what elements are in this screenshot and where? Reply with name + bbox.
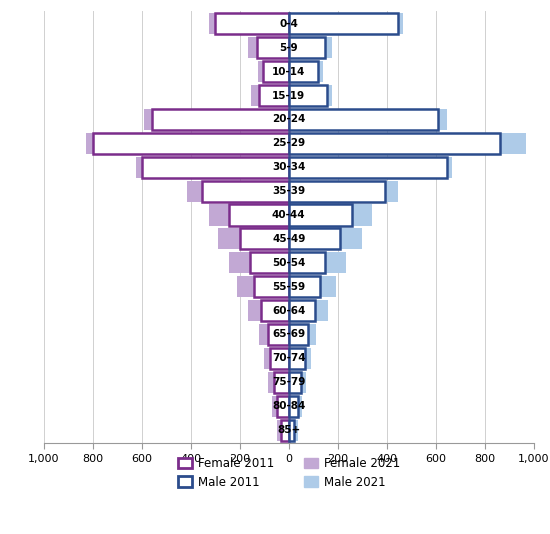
Text: 60-64: 60-64 (272, 305, 305, 316)
Text: 45-49: 45-49 (272, 234, 305, 244)
Text: 85+: 85+ (277, 425, 300, 435)
Bar (250, 252, 289, 273)
Bar (289, 252, 325, 273)
Bar (136, 156, 289, 178)
Text: 25-29: 25-29 (272, 138, 305, 148)
Bar (289, 396, 302, 417)
Bar (209, 13, 289, 34)
Bar (289, 396, 298, 417)
Bar (272, 396, 289, 417)
Text: 35-39: 35-39 (272, 186, 305, 196)
Bar (289, 420, 298, 441)
Bar (289, 85, 332, 106)
Text: 75-79: 75-79 (272, 378, 305, 387)
Bar (289, 133, 500, 154)
Text: 50-54: 50-54 (272, 258, 305, 268)
Text: 10-14: 10-14 (272, 67, 305, 76)
Text: 70-74: 70-74 (272, 354, 306, 363)
Bar (229, 252, 289, 273)
Bar (289, 420, 294, 441)
Bar (289, 276, 320, 297)
Bar (289, 205, 372, 225)
Bar (289, 37, 325, 58)
Text: 55-59: 55-59 (272, 282, 305, 292)
Bar (215, 13, 289, 34)
Bar (289, 61, 322, 82)
Bar (289, 300, 315, 321)
Bar (289, 324, 309, 345)
Bar (271, 348, 289, 369)
Bar (229, 205, 289, 225)
Bar (86, 133, 289, 154)
Bar (187, 180, 289, 202)
Bar (260, 324, 289, 345)
Bar (263, 61, 289, 82)
Bar (268, 372, 289, 393)
Bar (238, 276, 289, 297)
Text: 40-44: 40-44 (272, 210, 306, 220)
Bar (202, 180, 289, 202)
Bar (289, 109, 447, 130)
Bar (260, 85, 289, 106)
Bar (289, 348, 305, 369)
Bar (289, 109, 438, 130)
Bar (289, 13, 398, 34)
Bar (274, 372, 289, 393)
Bar (289, 229, 340, 249)
Text: 5-9: 5-9 (279, 43, 298, 53)
Bar (289, 156, 452, 178)
Bar (289, 229, 362, 249)
Bar (289, 37, 332, 58)
Bar (289, 372, 306, 393)
Bar (289, 61, 318, 82)
Text: 30-34: 30-34 (272, 162, 305, 172)
Text: 80-84: 80-84 (272, 401, 305, 411)
Text: 0-4: 0-4 (279, 19, 298, 29)
Text: 15-19: 15-19 (272, 91, 305, 100)
Bar (257, 37, 289, 58)
Bar (93, 133, 289, 154)
Bar (277, 420, 289, 441)
Bar (289, 156, 447, 178)
Bar (240, 229, 289, 249)
Bar (289, 348, 311, 369)
Bar (249, 37, 289, 58)
Bar (289, 85, 327, 106)
Bar (282, 420, 289, 441)
Bar (255, 276, 289, 297)
Text: 20-24: 20-24 (272, 114, 305, 124)
Bar (268, 324, 289, 345)
Bar (209, 205, 289, 225)
Legend: Female 2011, Male 2011, Female 2021, Male 2021: Female 2011, Male 2011, Female 2021, Mal… (173, 452, 405, 493)
Bar (289, 180, 398, 202)
Bar (249, 300, 289, 321)
Bar (142, 156, 289, 178)
Bar (289, 205, 352, 225)
Bar (152, 109, 289, 130)
Bar (289, 372, 301, 393)
Bar (289, 300, 328, 321)
Bar (264, 348, 289, 369)
Bar (289, 276, 337, 297)
Bar (258, 61, 289, 82)
Bar (277, 396, 289, 417)
Text: 65-69: 65-69 (272, 329, 305, 340)
Bar (144, 109, 289, 130)
Bar (261, 300, 289, 321)
Bar (289, 252, 345, 273)
Bar (289, 180, 386, 202)
Bar (289, 324, 316, 345)
Bar (289, 133, 526, 154)
Bar (251, 85, 289, 106)
Bar (218, 229, 289, 249)
Bar (289, 13, 403, 34)
